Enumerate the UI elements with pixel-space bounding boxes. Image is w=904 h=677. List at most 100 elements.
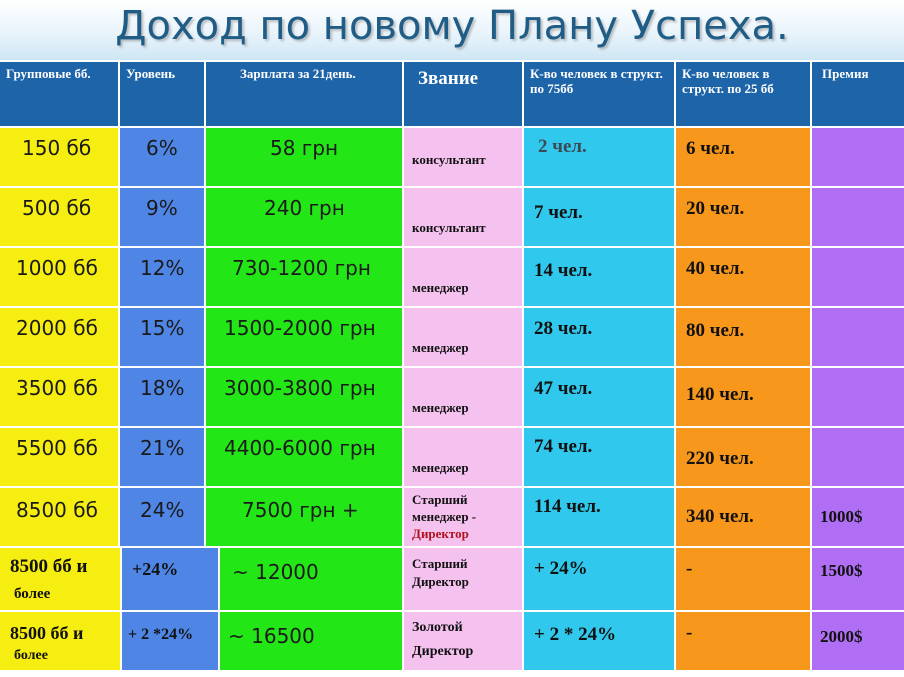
- level-value: 15%: [140, 316, 185, 340]
- level-value: +24%: [132, 559, 179, 579]
- salary-cell: 3000-3800 грн: [206, 368, 402, 426]
- bonus-cell: [812, 248, 904, 306]
- rank-cell: Золотой Директор: [404, 612, 522, 670]
- rank-cell: менеджер: [404, 368, 522, 426]
- header-bonus: Премия: [812, 62, 904, 126]
- group-bb-value: 150 бб: [22, 136, 92, 160]
- level-cell: 18%: [120, 368, 204, 426]
- salary-cell: ~ 12000: [220, 548, 402, 610]
- count25-cell: -: [676, 548, 810, 610]
- group-bb-value: 8500 бб: [16, 498, 98, 522]
- count25-cell: 220 чел.: [676, 428, 810, 486]
- bonus-value: 1500$: [820, 561, 863, 580]
- bonus-cell: 2000$: [812, 612, 904, 670]
- level-value: 12%: [140, 256, 185, 280]
- salary-cell: 4400-6000 грн: [206, 428, 402, 486]
- count75-value: 2 чел.: [538, 136, 587, 157]
- count75-value: 47 чел.: [534, 378, 593, 399]
- count75-cell: 2 чел.: [524, 128, 674, 186]
- group-bb-value: 3500 бб: [16, 376, 98, 400]
- salary-value: 58 грн: [270, 136, 339, 160]
- level-value: 24%: [140, 498, 185, 522]
- group-bb-value-line1: 8500 бб и: [10, 623, 84, 643]
- rank-cell: консультант: [404, 128, 522, 186]
- count25-value: -: [686, 622, 693, 643]
- header-count75: К-во человек в структ. по 75бб: [524, 62, 674, 126]
- level-cell: 21%: [120, 428, 204, 486]
- rank-value: консультант: [412, 152, 486, 167]
- count25-value: 40 чел.: [686, 258, 745, 279]
- bonus-cell: [812, 428, 904, 486]
- level-value: 6%: [146, 136, 178, 160]
- salary-value: 4400-6000 грн: [224, 436, 376, 460]
- count75-cell: 47 чел.: [524, 368, 674, 426]
- salary-value: 240 грн: [264, 196, 345, 220]
- bonus-cell: 1000$: [812, 488, 904, 546]
- salary-cell: 58 грн: [206, 128, 402, 186]
- header-salary: Зарплата за 21день.: [206, 62, 402, 126]
- level-value: 9%: [146, 196, 178, 220]
- salary-value: 730-1200 грн: [232, 256, 371, 280]
- count75-value: 114 чел.: [534, 496, 601, 517]
- group-bb-value: 1000 бб: [16, 256, 98, 280]
- count25-cell: 6 чел.: [676, 128, 810, 186]
- rank-cell: консультант: [404, 188, 522, 246]
- rank-value-line3: Директор: [412, 526, 469, 541]
- table-row: 2000 бб: [0, 308, 118, 366]
- rank-value-line1: Старший: [412, 492, 468, 507]
- count25-cell: 20 чел.: [676, 188, 810, 246]
- header-group-bb: Групповые бб.: [0, 62, 118, 126]
- count75-cell: + 24%: [524, 548, 674, 610]
- table-row: 1000 бб: [0, 248, 118, 306]
- count75-cell: 114 чел.: [524, 488, 674, 546]
- count25-value: 80 чел.: [686, 320, 745, 341]
- header-count25: К-во человек в структ. по 25 бб: [676, 62, 810, 126]
- count75-cell: 28 чел.: [524, 308, 674, 366]
- salary-cell: ~ 16500: [220, 612, 402, 670]
- level-cell: + 2 *24%: [122, 612, 218, 670]
- rank-value-line2: менеджер -: [412, 509, 477, 524]
- level-value: + 2 *24%: [128, 626, 194, 643]
- rank-value: менеджер: [412, 340, 469, 355]
- count75-value: 28 чел.: [534, 318, 593, 339]
- level-cell: +24%: [122, 548, 218, 610]
- rank-value: менеджер: [412, 400, 469, 415]
- count75-value: + 24%: [534, 558, 588, 579]
- count75-value: 14 чел.: [534, 260, 593, 281]
- table-row: 5500 бб: [0, 428, 118, 486]
- rank-value-line2: Директор: [412, 644, 474, 659]
- table-row: 8500 бб: [0, 488, 118, 546]
- bonus-cell: 1500$: [812, 548, 904, 610]
- bonus-cell: [812, 368, 904, 426]
- salary-value: 7500 грн +: [242, 498, 359, 522]
- group-bb-value-line2: более: [14, 586, 51, 602]
- salary-cell: 1500-2000 грн: [206, 308, 402, 366]
- rank-value-line2: Директор: [412, 574, 469, 589]
- count25-cell: 340 чел.: [676, 488, 810, 546]
- group-bb-value: 500 бб: [22, 196, 92, 220]
- count25-value: 6 чел.: [686, 138, 735, 159]
- count25-value: 340 чел.: [686, 506, 754, 527]
- rank-cell: менеджер: [404, 428, 522, 486]
- group-bb-value-line1: 8500 бб и: [10, 556, 88, 577]
- table-row: 8500 бб и более: [0, 548, 120, 610]
- income-table: Групповые бб. Уровень Зарплата за 21день…: [0, 62, 904, 677]
- table-row: 500 бб: [0, 188, 118, 246]
- count25-value: 220 чел.: [686, 448, 754, 469]
- rank-value: консультант: [412, 220, 486, 235]
- bonus-cell: [812, 128, 904, 186]
- level-value: 18%: [140, 376, 185, 400]
- count75-value: 74 чел.: [534, 436, 593, 457]
- bonus-cell: [812, 308, 904, 366]
- level-cell: 12%: [120, 248, 204, 306]
- level-cell: 24%: [120, 488, 204, 546]
- table-row: 3500 бб: [0, 368, 118, 426]
- salary-cell: 730-1200 грн: [206, 248, 402, 306]
- salary-value: 1500-2000 грн: [224, 316, 376, 340]
- count25-value: 140 чел.: [686, 384, 754, 405]
- salary-value: ~ 16500: [228, 624, 315, 648]
- rank-cell: Старший Директор: [404, 548, 522, 610]
- group-bb-value: 2000 бб: [16, 316, 98, 340]
- count75-cell: 74 чел.: [524, 428, 674, 486]
- salary-cell: 7500 грн +: [206, 488, 402, 546]
